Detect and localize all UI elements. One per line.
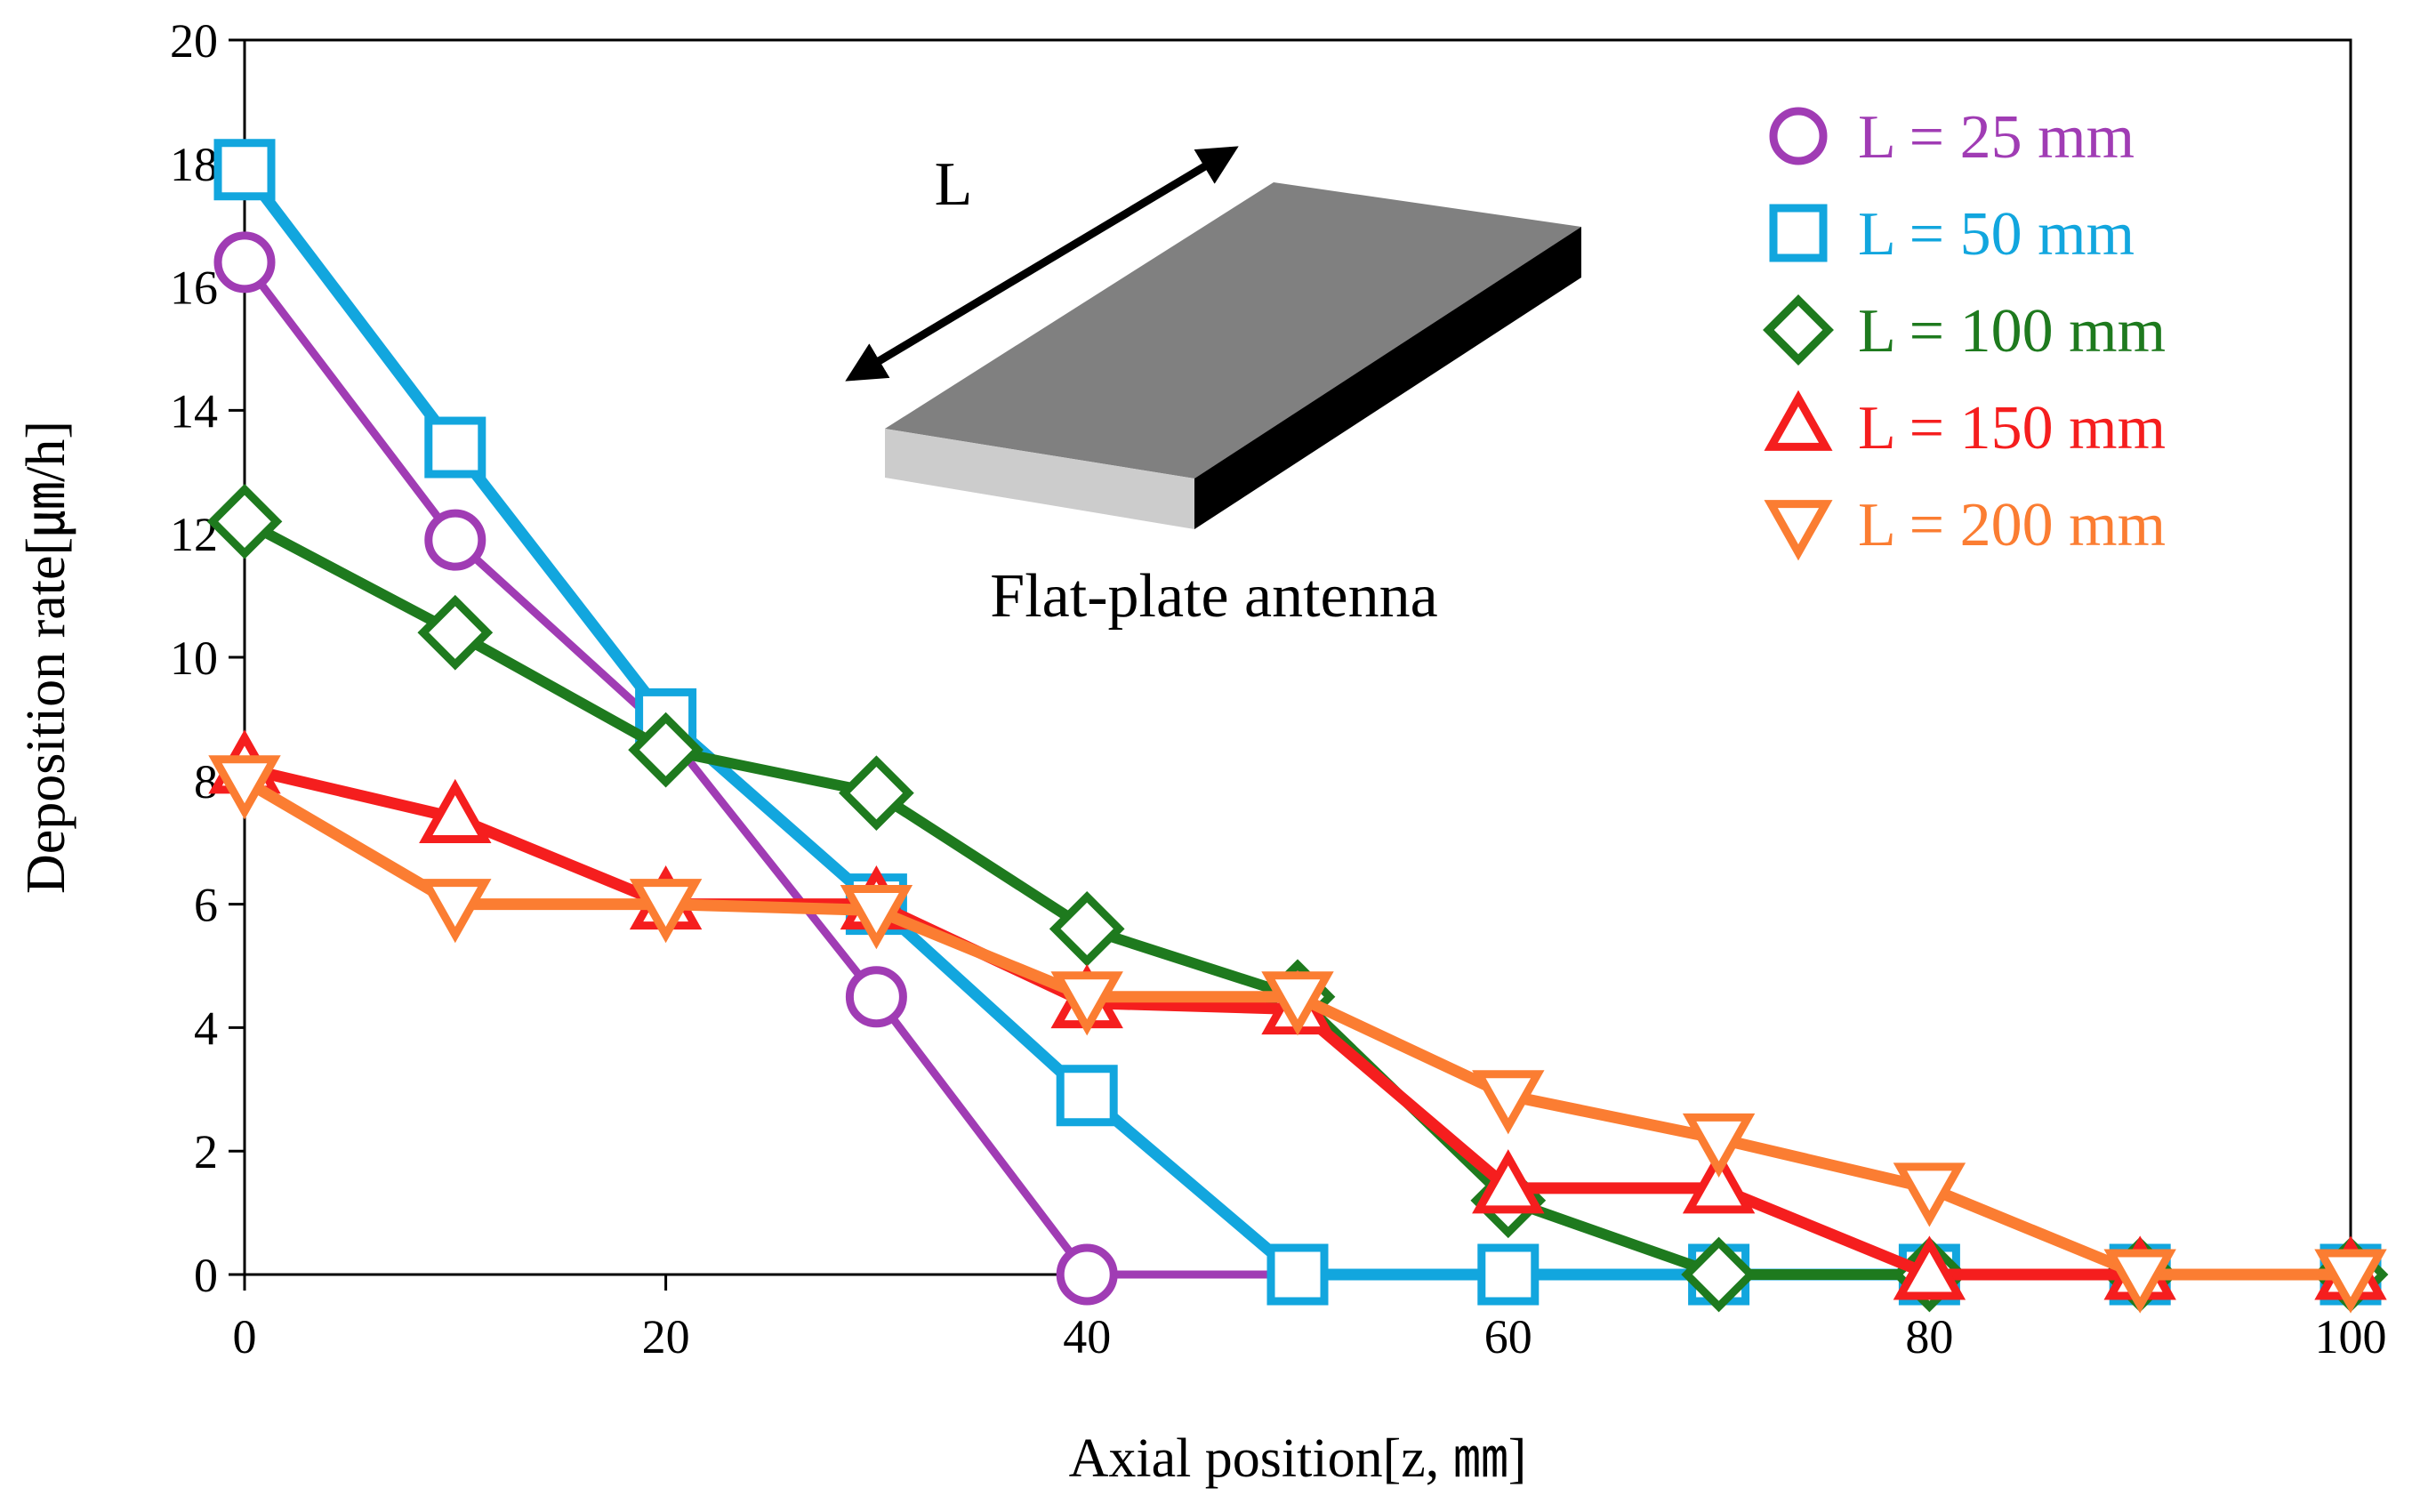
y-axis-label: Deposition rate[㎛/h] (16, 421, 76, 894)
data-point (1682, 1149, 1756, 1214)
x-tick-label: 20 (642, 1310, 690, 1363)
legend-label: L = 50 mm (1858, 200, 2135, 269)
x-axis-ticks: 0 20 40 60 80 100 (233, 1275, 2387, 1363)
data-point (1261, 971, 1334, 1036)
y-tick-label: 14 (170, 384, 218, 438)
data-point (840, 885, 913, 950)
legend-label: L = 100 mm (1858, 297, 2166, 366)
x-tick-label: 100 (2315, 1310, 2387, 1363)
data-point (1266, 1243, 1329, 1306)
x-tick-label: 80 (1905, 1310, 1953, 1363)
data-point (1893, 1162, 1966, 1227)
length-arrow (845, 146, 1239, 382)
data-point (206, 483, 283, 559)
y-tick-label: 6 (194, 879, 218, 932)
data-point (1050, 971, 1123, 1036)
data-point (839, 755, 914, 832)
y-tick-label: 10 (170, 631, 218, 685)
antenna-plate-front (885, 429, 1194, 529)
x-tick-label: 0 (233, 1310, 257, 1363)
data-point (1477, 1243, 1540, 1306)
legend: L = 25 mm L = 50 mm L = 100 mm L = 150 mm L … (1763, 103, 2166, 561)
series-layer (206, 139, 2389, 1314)
legend-marker (1764, 500, 1833, 561)
series-triangle-down (208, 755, 2387, 1314)
y-tick-label: 4 (194, 1001, 218, 1055)
legend-label: L = 150 mm (1858, 394, 2166, 462)
data-point (208, 755, 281, 820)
data-point (1682, 1113, 1756, 1178)
x-axis-label: Axial position[z, ㎜] (1069, 1428, 1527, 1489)
x-tick-label: 40 (1063, 1310, 1111, 1363)
data-point (1056, 1065, 1118, 1127)
data-point (845, 966, 907, 1028)
data-point (1049, 890, 1125, 967)
y-tick-label: 16 (170, 261, 218, 315)
y-tick-label: 2 (194, 1125, 218, 1178)
antenna-caption: Flat-plate antenna (990, 562, 1437, 631)
data-point (2314, 1249, 2387, 1314)
data-point (2103, 1249, 2176, 1314)
data-point (419, 879, 492, 944)
data-point (1472, 1149, 1545, 1214)
data-point (419, 778, 492, 843)
data-point (1893, 1235, 1966, 1300)
legend-marker (1764, 390, 1833, 451)
length-label: L (935, 150, 973, 219)
legend-label: L = 25 mm (1858, 103, 2135, 172)
data-point (629, 879, 703, 944)
data-point (213, 139, 276, 201)
data-point (1056, 1243, 1118, 1306)
legend-label: L = 200 mm (1858, 491, 2166, 559)
x-tick-label: 60 (1484, 1310, 1532, 1363)
data-point (213, 231, 276, 294)
data-point (628, 712, 704, 788)
y-tick-label: 20 (170, 14, 218, 68)
legend-marker (1769, 204, 1828, 262)
data-point (417, 594, 494, 671)
y-tick-label: 12 (170, 508, 218, 561)
legend-marker (1769, 107, 1828, 165)
data-point (1681, 1236, 1757, 1313)
data-point (1472, 1070, 1545, 1135)
y-tick-label: 18 (170, 138, 218, 191)
antenna-plate-side (1194, 227, 1581, 529)
y-tick-label: 0 (194, 1249, 218, 1302)
legend-marker (1763, 294, 1834, 366)
antenna-inset: L Flat-plate antenna (845, 146, 1581, 631)
data-point (424, 509, 486, 571)
data-point (424, 416, 486, 479)
